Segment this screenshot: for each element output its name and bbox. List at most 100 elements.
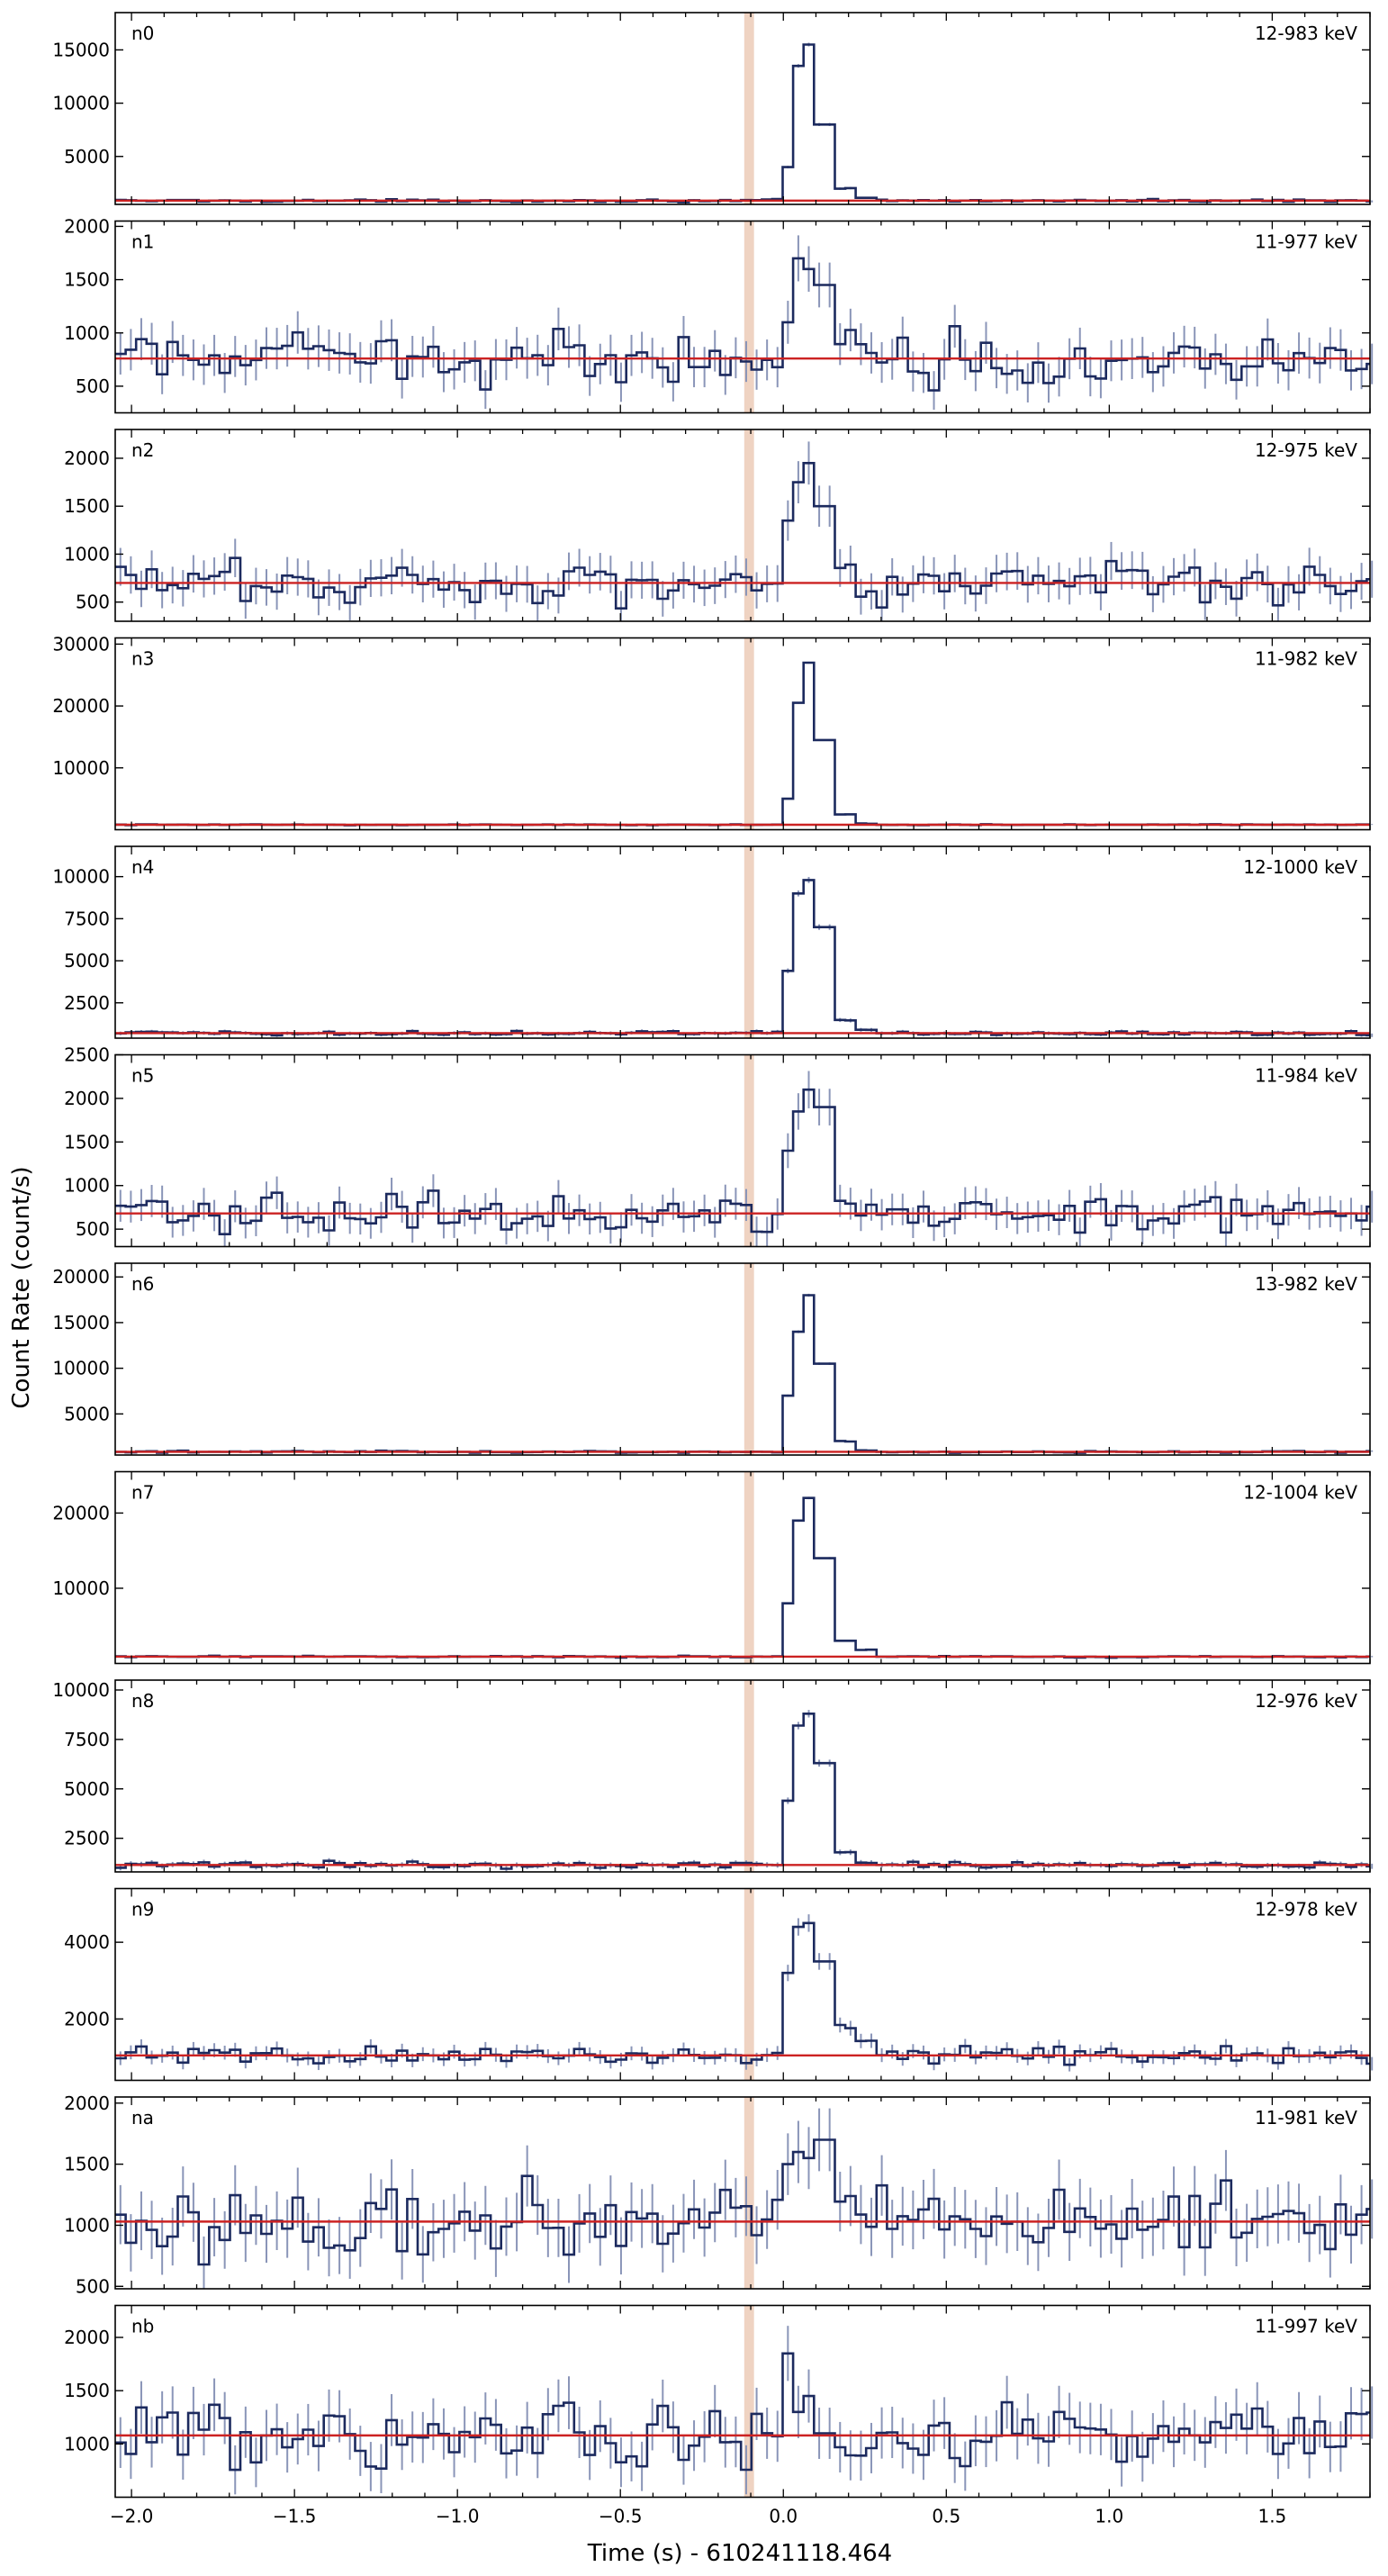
light-curve [115,257,1370,392]
shaded-interval [744,1888,754,2081]
x-tick-label: −2.0 [110,2506,154,2527]
y-tick-label: 7500 [64,1729,110,1750]
y-tick-label: 30000 [52,633,110,655]
panel-n9: 2000 4000 n9 12-978 keV [64,1887,1374,2082]
light-curve [115,1088,1370,1235]
y-tick-label: 1500 [64,2380,110,2401]
shaded-interval [744,637,754,830]
y-tick-label: 10000 [52,757,110,779]
detector-label: n1 [131,231,154,253]
y-tick-label: 15000 [52,39,110,60]
y-tick-label: 7500 [64,908,110,929]
panel-frame [114,845,1371,1039]
panel-frame [114,220,1371,414]
shaded-interval [744,13,754,204]
y-tick-label: 2500 [64,1044,110,1066]
x-axis-title: Time (s) - 610241118.464 [587,2540,892,2567]
detector-label: n4 [131,856,154,878]
detector-label: n9 [131,1899,154,1921]
energy-range-label: 12-1000 keV [1243,856,1357,878]
light-curve [115,1713,1370,1870]
light-curve [115,2138,1370,2266]
energy-range-label: 11-982 keV [1255,648,1357,670]
y-tick-label: 5000 [64,146,110,167]
light-curve [115,462,1370,610]
y-tick-label: 10000 [52,866,110,888]
y-tick-label: 5000 [64,1403,110,1424]
x-tick-label: 1.5 [1257,2506,1286,2527]
panel-frame [114,637,1371,831]
y-tick-label: 1500 [64,495,110,517]
panel-frame [114,1262,1371,1456]
y-tick-label: 10000 [52,93,110,114]
y-tick-label: 1000 [64,322,110,344]
detector-label: n7 [131,1482,154,1504]
panel-nb: 1000 1500 2000 nb 11-997 keV −2.0 −1.5 −1.0 −0.5… [64,2304,1374,2527]
panel-n3: 10000 20000 30000 n3 11-982 keV [52,633,1374,831]
energy-range-label: 13-982 keV [1255,1273,1357,1295]
panel-n1: 500 1000 1500 2000 n1 11-977 keV [64,215,1374,414]
detector-label: n0 [131,23,154,44]
y-tick-label: 2000 [64,2327,110,2348]
x-tick-label: −1.0 [436,2506,480,2527]
y-tick-label: 500 [76,375,110,397]
y-tick-label: 2000 [64,215,110,237]
y-tick-label: 5000 [64,1778,110,1800]
energy-range-label: 11-984 keV [1255,1065,1357,1087]
detector-label: n8 [131,1690,154,1712]
y-tick-label: 1000 [64,543,110,565]
y-tick-label: 1500 [64,2154,110,2175]
shaded-interval [744,221,754,413]
light-curve [115,879,1370,1037]
panel-n2: 500 1000 1500 2000 n2 12-975 keV [64,429,1374,622]
detector-label: n2 [131,439,154,461]
y-tick-label: 500 [76,2275,110,2297]
panel-na: 500 1000 1500 2000 na 11-981 keV [64,2092,1374,2297]
y-tick-label: 20000 [52,695,110,717]
y-tick-label: 5000 [64,950,110,972]
y-tick-label: 20000 [52,1266,110,1288]
panel-n7: 10000 20000 n7 12-1004 keV [52,1470,1374,1665]
shaded-interval [744,846,754,1038]
x-tick-label: 0.0 [769,2506,798,2527]
light-curve [115,43,1370,203]
panel-n0: 5000 10000 15000 n0 12-983 keV [52,12,1374,205]
y-tick-label: 2500 [64,992,110,1014]
shaded-interval [744,2097,754,2289]
x-tick-label: 0.5 [932,2506,960,2527]
energy-range-label: 11-981 keV [1255,2107,1357,2129]
x-tick-label: −0.5 [599,2506,643,2527]
panel-n8: 2500 5000 7500 10000 n8 12-976 keV [52,1679,1374,1873]
detector-label: nb [131,2316,154,2337]
light-curve [115,1294,1370,1454]
detector-label: n3 [131,648,154,670]
panel-frame [114,1053,1371,1248]
shaded-interval [744,2305,754,2498]
y-tick-label: 2000 [64,2008,110,2029]
shaded-interval [744,1263,754,1455]
energy-range-label: 11-997 keV [1255,2316,1357,2337]
energy-range-label: 12-978 keV [1255,1899,1357,1921]
x-tick-label: −1.5 [273,2506,317,2527]
y-tick-label: 500 [76,1218,110,1240]
y-tick-label: 10000 [52,1358,110,1379]
energy-range-label: 12-983 keV [1255,23,1357,44]
y-tick-label: 20000 [52,1502,110,1523]
shaded-interval [744,429,754,621]
shaded-interval [744,1680,754,1872]
panel-n4: 2500 5000 7500 10000 n4 12-1000 keV [52,845,1374,1039]
panel-frame [114,2096,1371,2290]
panel-frame [114,429,1371,622]
detector-label: n5 [131,1065,154,1087]
y-tick-label: 2000 [64,447,110,469]
y-tick-label: 10000 [52,1679,110,1701]
y-tick-label: 2000 [64,1088,110,1109]
panel-frame [114,1470,1371,1665]
energy-range-label: 11-977 keV [1255,231,1357,253]
y-tick-label: 1000 [64,2433,110,2454]
y-axis-title: Count Rate (count/s) [8,1166,35,1408]
energy-range-label: 12-975 keV [1255,439,1357,461]
panel-frame [114,1887,1371,2082]
y-tick-label: 1000 [64,2214,110,2236]
light-curve [115,2352,1370,2472]
